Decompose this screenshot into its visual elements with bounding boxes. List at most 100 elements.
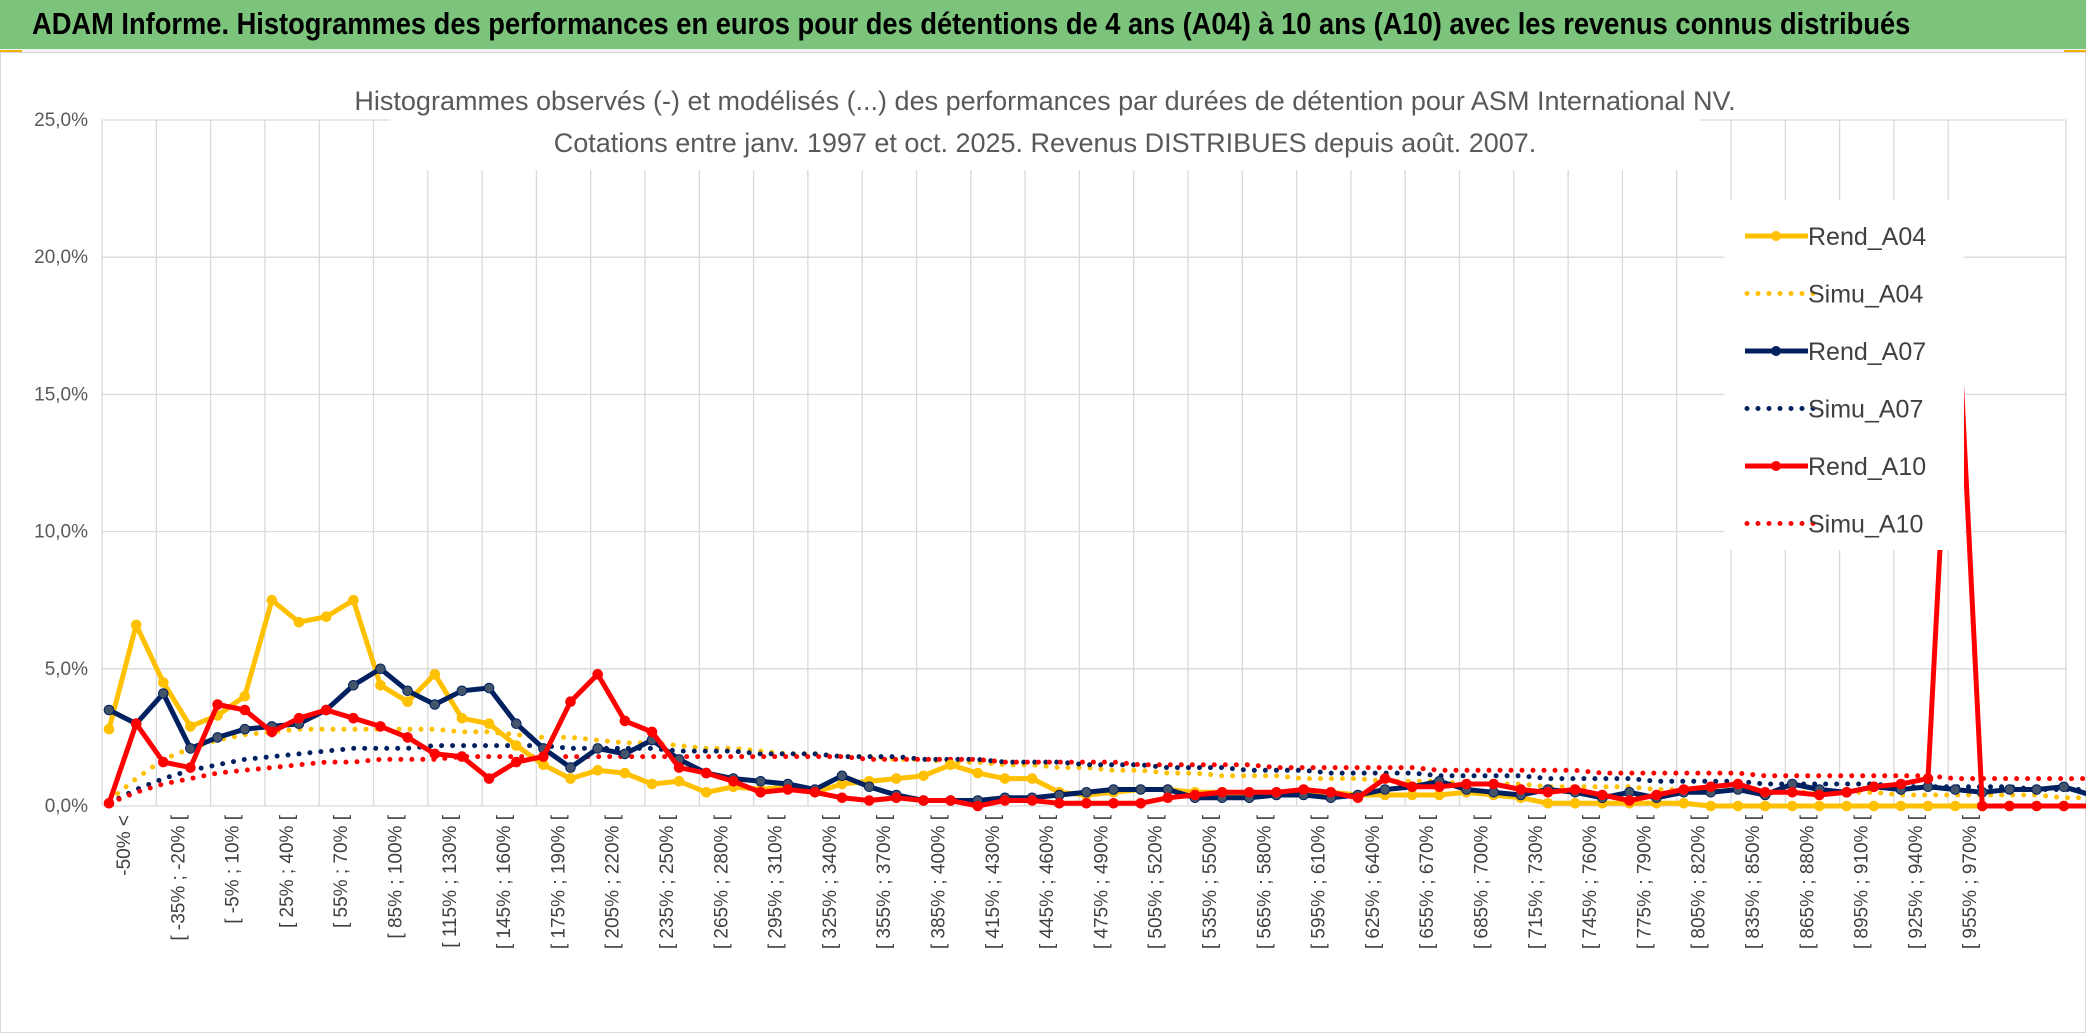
data-point [999,795,1011,806]
data-point [999,773,1011,784]
data-point [1488,778,1499,790]
data-point [103,798,115,809]
data-point [1732,800,1744,812]
y-tick-label: 25,0% [34,110,88,131]
title-bar: ADAM Informe. Histogrammes des performan… [0,0,2086,52]
data-point [1814,789,1825,801]
x-tick-label: [ 295% ; 310% [ [766,814,787,949]
data-point [918,795,929,806]
data-point [130,718,142,730]
data-point [1651,789,1662,801]
data-point [130,619,142,631]
data-point [1949,784,1961,795]
x-tick-label: [ 925% ; 940% [ [1906,814,1927,949]
data-point [1081,798,1092,809]
data-point [1732,778,1744,790]
data-point [1026,773,1038,784]
x-tick-label: [ 475% ; 490% [ [1091,814,1112,949]
data-point [1705,800,1717,812]
data-point [673,762,685,773]
data-point [1515,784,1527,795]
data-point [728,776,739,787]
data-point [1787,787,1798,798]
data-point [2058,781,2070,793]
x-tick-label: [ 535% ; 550% [ [1200,814,1221,949]
data-point [103,723,115,735]
data-point [565,762,576,773]
data-point [103,704,115,716]
data-point [863,781,875,793]
x-tick-label: [ 415% ; 430% [ [983,814,1004,949]
data-point [1705,781,1717,793]
data-point [348,594,359,606]
subtitle-backdrop [390,80,1700,170]
data-point [1678,798,1689,809]
data-point [185,762,196,773]
x-tick-label: [ 625% ; 640% [ [1363,814,1384,949]
data-point [592,669,604,680]
data-point [1434,781,1445,793]
data-point [1298,784,1309,795]
data-point [782,784,794,795]
legend-marker [1771,461,1781,471]
chart-title: Histogrammes observés (-) et modélisés (… [354,86,1735,116]
data-point [1352,792,1364,804]
data-point [1569,784,1581,795]
data-point [239,704,251,716]
data-point [538,751,549,762]
data-point [891,773,902,784]
x-tick-label: [ 205% ; 220% [ [603,814,624,949]
data-point [1814,800,1825,812]
data-point [592,743,604,754]
data-point [1108,784,1119,795]
series-line-simu_a10 [106,754,2086,806]
legend-label: Simu_A04 [1808,281,1923,309]
y-axis-ticks: 0,0% 5,0% 10,0% 15,0% 20,0% 25,0% [34,110,88,817]
legend-label: Simu_A07 [1808,396,1923,424]
data-point [701,767,712,779]
x-tick-label: [ 715% ; 730% [ [1526,814,1547,949]
data-point [701,787,712,798]
data-point [1542,787,1554,798]
data-point [293,712,305,724]
data-point [348,680,359,691]
x-tick-label: [ -5% ; 10% [ [223,814,244,923]
data-point [619,715,631,727]
legend-marker [1771,231,1781,241]
data-point [1461,778,1472,790]
data-point [456,685,468,697]
data-point [619,748,631,760]
data-point [1054,798,1065,809]
data-point [1624,795,1635,806]
x-tick-label: [ 355% ; 370% [ [874,814,895,949]
data-point [2058,800,2070,812]
data-point [483,773,495,784]
data-point [212,699,223,710]
legend-label: Rend_A07 [1808,338,1926,366]
y-tick-label: 10,0% [34,522,88,543]
data-point [511,756,522,768]
data-point [1922,800,1934,812]
data-point [565,696,576,708]
data-point [1108,798,1119,809]
legend: Rend_A04 Simu_A04 Rend_A07 Simu_A07 Rend_A10… [1724,200,1964,550]
y-tick-label: 20,0% [34,247,88,268]
data-point [375,680,386,691]
data-point [293,616,305,628]
legend-label: Rend_A10 [1808,453,1926,481]
data-point [646,726,658,738]
x-tick-label: [ 145% ; 160% [ [494,814,515,949]
data-point [1379,784,1391,795]
y-tick-label: 5,0% [45,659,88,680]
x-tick-label: [ -35% ; -20% [ [168,814,189,940]
data-point [1949,800,1961,812]
data-point [2004,784,2015,795]
data-point [2031,784,2042,795]
x-tick-label: -50% < [114,815,135,876]
data-point [320,611,332,623]
legend-label: Simu_A10 [1808,511,1923,539]
data-point [320,704,332,716]
data-point [1135,784,1146,795]
data-point [1026,795,1038,806]
